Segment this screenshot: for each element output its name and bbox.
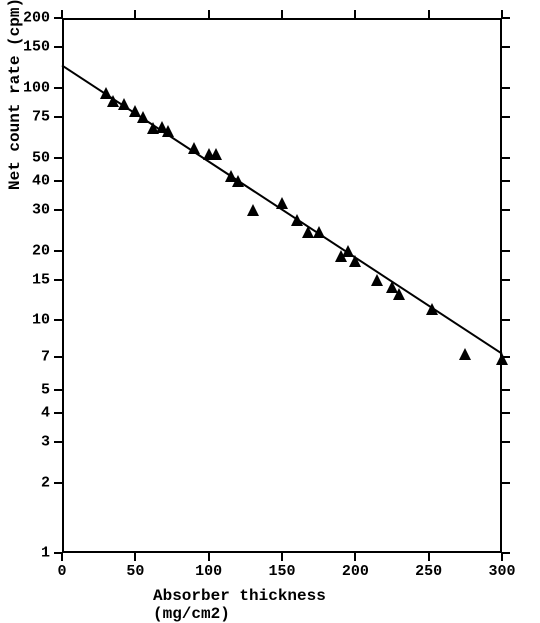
x-tick-label: 0 <box>57 563 66 580</box>
x-tick <box>428 10 430 18</box>
x-tick-label: 150 <box>268 563 295 580</box>
x-axis-title: Absorber thickness (mg/cm2) <box>153 587 411 623</box>
x-tick <box>281 553 283 561</box>
y-tick <box>502 250 510 252</box>
y-tick-label: 30 <box>14 201 50 218</box>
y-tick-label: 3 <box>14 434 50 451</box>
data-marker <box>393 288 405 300</box>
y-tick <box>502 482 510 484</box>
data-marker <box>426 303 438 315</box>
y-tick <box>502 319 510 321</box>
y-tick <box>54 209 62 211</box>
y-tick <box>502 279 510 281</box>
y-tick-label: 100 <box>14 79 50 96</box>
data-marker <box>459 348 471 360</box>
x-tick <box>134 553 136 561</box>
y-tick <box>54 319 62 321</box>
data-marker <box>291 214 303 226</box>
y-tick <box>502 180 510 182</box>
y-tick-label: 2 <box>14 475 50 492</box>
y-tick-label: 10 <box>14 312 50 329</box>
x-tick <box>354 553 356 561</box>
x-tick <box>61 553 63 561</box>
y-tick <box>54 279 62 281</box>
y-tick <box>54 482 62 484</box>
y-tick <box>502 552 510 554</box>
data-marker <box>232 175 244 187</box>
data-marker <box>188 142 200 154</box>
y-tick <box>502 441 510 443</box>
y-tick <box>54 356 62 358</box>
y-tick <box>502 46 510 48</box>
y-tick-label: 150 <box>14 39 50 56</box>
y-tick-label: 7 <box>14 348 50 365</box>
y-tick-label: 15 <box>14 271 50 288</box>
y-tick <box>502 87 510 89</box>
data-marker <box>496 353 508 365</box>
data-marker <box>137 111 149 123</box>
data-marker <box>247 204 259 216</box>
x-tick-label: 300 <box>488 563 515 580</box>
y-tick-label: 75 <box>14 109 50 126</box>
y-tick <box>54 250 62 252</box>
x-tick <box>501 553 503 561</box>
x-tick-label: 50 <box>126 563 144 580</box>
y-tick <box>54 180 62 182</box>
x-tick-label: 200 <box>342 563 369 580</box>
y-tick-label: 50 <box>14 149 50 166</box>
y-tick-label: 20 <box>14 242 50 259</box>
data-marker <box>276 197 288 209</box>
y-tick <box>502 412 510 414</box>
data-marker <box>162 125 174 137</box>
y-tick <box>54 552 62 554</box>
x-tick <box>134 10 136 18</box>
y-tick-label: 5 <box>14 382 50 399</box>
data-marker <box>349 255 361 267</box>
data-marker <box>371 274 383 286</box>
y-tick <box>54 441 62 443</box>
y-tick-label: 200 <box>14 10 50 27</box>
x-tick-label: 100 <box>195 563 222 580</box>
y-tick-label: 1 <box>14 545 50 562</box>
y-tick <box>54 87 62 89</box>
x-tick <box>208 10 210 18</box>
y-tick <box>54 157 62 159</box>
y-tick <box>502 116 510 118</box>
data-marker <box>313 226 325 238</box>
x-tick <box>428 553 430 561</box>
y-tick-label: 40 <box>14 172 50 189</box>
y-tick <box>502 209 510 211</box>
y-tick <box>502 17 510 19</box>
y-tick <box>502 389 510 391</box>
y-tick <box>54 389 62 391</box>
data-marker <box>210 148 222 160</box>
x-tick-label: 250 <box>415 563 442 580</box>
y-tick <box>54 412 62 414</box>
y-tick <box>54 46 62 48</box>
x-tick <box>354 10 356 18</box>
y-tick <box>54 17 62 19</box>
y-tick <box>502 157 510 159</box>
y-tick <box>54 116 62 118</box>
y-tick-label: 4 <box>14 405 50 422</box>
x-tick <box>208 553 210 561</box>
data-marker <box>118 98 130 110</box>
x-tick <box>281 10 283 18</box>
